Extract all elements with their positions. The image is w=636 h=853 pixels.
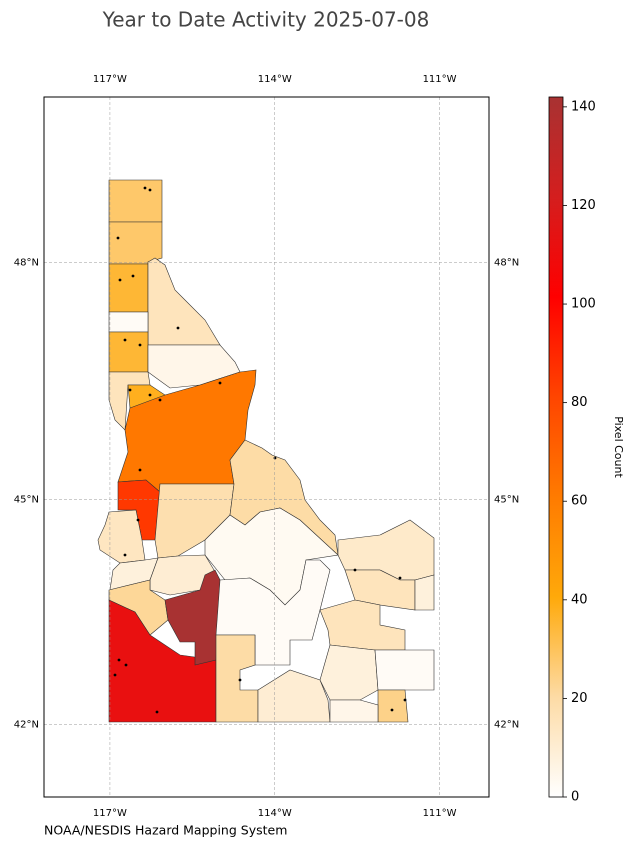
colorbar-tick-label: 120 — [571, 198, 596, 213]
fire-detection — [143, 186, 147, 190]
fire-detection — [148, 188, 152, 192]
y-tick-label: 48°N — [494, 258, 519, 269]
fire-detection — [353, 568, 357, 572]
fire-detection — [131, 274, 135, 278]
fire-detection — [390, 708, 394, 712]
fire-detection — [138, 468, 142, 472]
y-tick-label: 48°N — [14, 258, 39, 269]
chart-title: Year to Date Activity 2025-07-08 — [102, 8, 430, 32]
x-tick-label: 114°W — [258, 808, 292, 819]
colorbar-tick-label: 40 — [571, 592, 588, 607]
region — [215, 634, 259, 723]
x-tick-label: 111°W — [423, 808, 457, 819]
colorbar-label: Pixel Count — [612, 416, 625, 478]
fire-detection — [158, 398, 162, 402]
fire-detection — [128, 388, 132, 392]
fire-detection — [148, 393, 152, 397]
x-tick-label: 117°W — [93, 74, 127, 85]
region — [147, 257, 221, 346]
x-tick-label: 117°W — [93, 808, 127, 819]
fire-detection — [138, 343, 142, 347]
region — [329, 699, 379, 723]
region — [414, 574, 435, 611]
region — [257, 669, 331, 723]
fire-detection — [273, 456, 277, 460]
regions — [97, 179, 435, 723]
colorbar-tick-label: 20 — [571, 691, 588, 706]
region — [117, 479, 161, 541]
fire-detection — [238, 678, 242, 682]
region — [108, 179, 163, 223]
fire-detection — [123, 553, 127, 557]
fire-detection — [403, 698, 407, 702]
colorbar-tick-label: 140 — [571, 99, 596, 114]
colorbar — [548, 96, 564, 798]
fire-detection — [113, 673, 117, 677]
fire-detection — [117, 658, 121, 662]
y-tick-label: 45°N — [14, 495, 39, 506]
colorbar-tick-label: 80 — [571, 395, 588, 410]
fire-detection — [155, 710, 159, 714]
region — [108, 221, 163, 265]
fire-detection — [136, 518, 140, 522]
x-tick-label: 114°W — [258, 74, 292, 85]
fire-detection — [123, 338, 127, 342]
colorbar-tick-label: 100 — [571, 297, 596, 312]
colorbar-tick-label: 0 — [571, 790, 579, 805]
fire-detection — [218, 381, 222, 385]
fire-detection — [124, 663, 128, 667]
region — [374, 649, 435, 691]
y-tick-label: 42°N — [14, 719, 39, 730]
fire-detection — [176, 326, 180, 330]
colorbar-tick-label: 60 — [571, 494, 588, 509]
map-frame — [43, 96, 490, 798]
region — [377, 689, 409, 723]
region — [319, 599, 406, 651]
fire-detection — [118, 278, 122, 282]
region — [108, 311, 149, 333]
y-tick-label: 42°N — [494, 719, 519, 730]
region — [108, 263, 149, 313]
fire-detection — [116, 236, 120, 240]
source-credit: NOAA/NESDIS Hazard Mapping System — [44, 823, 287, 838]
y-tick-label: 45°N — [494, 495, 519, 506]
region — [319, 644, 379, 701]
x-tick-label: 111°W — [423, 74, 457, 85]
overlay — [44, 97, 489, 797]
fire-detection — [398, 576, 402, 580]
region — [108, 331, 149, 373]
